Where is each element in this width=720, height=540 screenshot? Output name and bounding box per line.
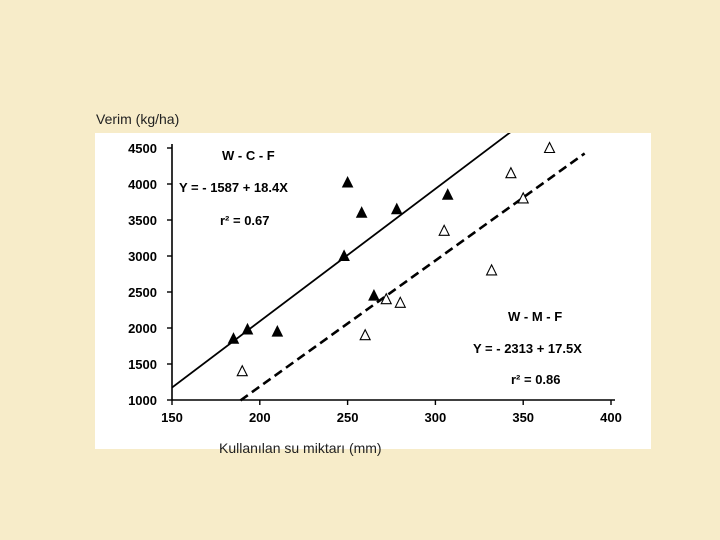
y-tick-label: 3000 <box>128 249 157 264</box>
y-tick-label: 4500 <box>128 141 157 156</box>
r2-wmf: r² = 0.86 <box>511 372 561 387</box>
point-wcf <box>241 322 254 335</box>
x-tick-label: 200 <box>249 410 271 425</box>
data-points <box>227 141 556 377</box>
point-wmf <box>438 224 451 236</box>
x-tick-label: 150 <box>161 410 183 425</box>
point-wmf <box>485 263 498 276</box>
series-name-wcf: W - C - F <box>222 148 275 163</box>
regression-line-wmf <box>239 152 586 402</box>
point-wmf <box>380 292 393 305</box>
regression-lines <box>171 82 586 402</box>
point-wmf <box>359 328 372 341</box>
y-tick-label: 1500 <box>128 357 157 372</box>
x-tick-label: 400 <box>600 410 622 425</box>
point-wcf <box>227 332 240 344</box>
point-wcf <box>338 249 350 261</box>
regression-line-wcf <box>171 82 577 389</box>
y-tick-label: 4000 <box>128 177 157 192</box>
point-wmf <box>517 191 530 204</box>
axes: 1000 1500 2000 2500 3000 3500 4000 4500 150 200 25… <box>128 141 622 425</box>
equation-wmf: Y = - 2313 + 17.5X <box>473 341 582 356</box>
point-wcf <box>368 288 380 301</box>
point-wmf <box>505 166 517 179</box>
plot-area: 1000 1500 2000 2500 3000 3500 4000 4500 150 200 25… <box>95 82 651 449</box>
point-wcf <box>441 188 454 200</box>
point-wcf <box>355 206 368 218</box>
y-tick-label: 3500 <box>128 213 157 228</box>
point-wmf <box>543 141 556 154</box>
point-wmf <box>394 296 407 308</box>
x-tick-label: 300 <box>425 410 447 425</box>
y-axis-label: Verim (kg/ha) <box>96 111 180 127</box>
point-wcf <box>341 175 354 188</box>
annotations: W - C - F Y = - 1587 + 18.4X r² = 0.67 W - … <box>179 148 582 387</box>
point-wcf <box>390 202 403 215</box>
y-tick-label: 1000 <box>128 393 157 408</box>
y-tick-label: 2500 <box>128 285 157 300</box>
r2-wcf: r² = 0.67 <box>220 213 270 228</box>
y-tick-label: 2000 <box>128 321 157 336</box>
series-name-wmf: W - M - F <box>508 309 562 324</box>
point-wmf <box>236 364 249 377</box>
point-wcf <box>271 324 284 337</box>
x-axis-label: Kullanılan su miktarı (mm) <box>219 440 382 456</box>
x-tick-label: 250 <box>337 410 359 425</box>
x-tick-label: 350 <box>512 410 534 425</box>
equation-wcf: Y = - 1587 + 18.4X <box>179 180 288 195</box>
scatter-chart: 1000 1500 2000 2500 3000 3500 4000 4500 150 200 25… <box>128 82 622 425</box>
